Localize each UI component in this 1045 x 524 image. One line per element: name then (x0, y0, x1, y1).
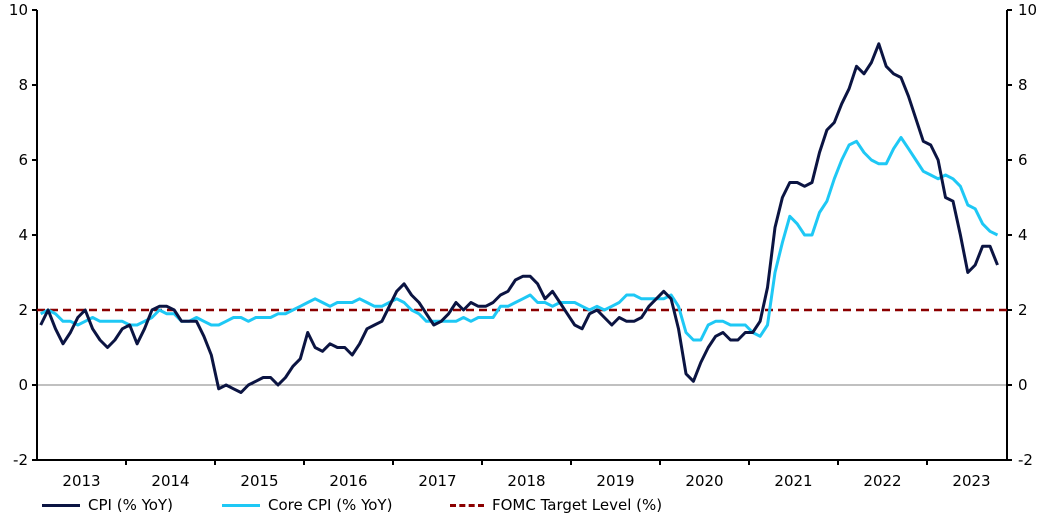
x-tick-label: 2023 (952, 472, 990, 490)
legend-label-cpi: CPI (% YoY) (88, 496, 173, 514)
right-y-tick-label: 6 (1018, 151, 1028, 169)
core-cpi-line (40, 136, 999, 342)
legend-label-core-cpi: Core CPI (% YoY) (268, 496, 393, 514)
left-y-tick-label: -2 (13, 451, 28, 469)
x-tick-label: 2019 (596, 472, 634, 490)
legend-item-fomc: FOMC Target Level (%) (450, 496, 662, 514)
legend-item-cpi: CPI (% YoY) (42, 496, 173, 514)
left-y-tick-label: 6 (18, 151, 28, 169)
left-y-tick-label: 8 (18, 76, 28, 94)
legend-swatch-core-cpi (222, 503, 260, 507)
x-tick-label: 2013 (62, 472, 100, 490)
right-y-tick-label: 8 (1018, 76, 1028, 94)
legend-swatch-fomc (450, 503, 484, 507)
right-y-tick-label: -2 (1018, 451, 1033, 469)
cpi-line-chart: -2 -2 0 0 2 2 4 4 6 6 8 8 10 10 2013 2014 2015 2016 2017 20… (9, 1, 1037, 490)
right-y-tick-label: 10 (1018, 1, 1037, 19)
x-tick-label: 2021 (774, 472, 812, 490)
x-tick-label: 2016 (329, 472, 367, 490)
x-tick-label: 2022 (863, 472, 901, 490)
left-y-tick-label: 4 (18, 226, 28, 244)
x-tick-label: 2014 (151, 472, 189, 490)
right-y-tick-label: 4 (1018, 226, 1028, 244)
left-y-tick-label: 10 (9, 1, 28, 19)
x-tick-label: 2017 (418, 472, 456, 490)
x-tick-label: 2018 (507, 472, 545, 490)
left-y-tick-label: 2 (18, 301, 28, 319)
cpi-line (39, 42, 999, 394)
right-y-tick-label: 0 (1018, 376, 1028, 394)
right-y-tick-label: 2 (1018, 301, 1028, 319)
legend-item-core-cpi: Core CPI (% YoY) (222, 496, 392, 514)
x-tick-label: 2015 (240, 472, 278, 490)
legend-swatch-cpi (42, 503, 80, 507)
left-y-tick-label: 0 (18, 376, 28, 394)
legend-label-fomc: FOMC Target Level (%) (492, 496, 663, 514)
x-tick-label: 2020 (685, 472, 723, 490)
